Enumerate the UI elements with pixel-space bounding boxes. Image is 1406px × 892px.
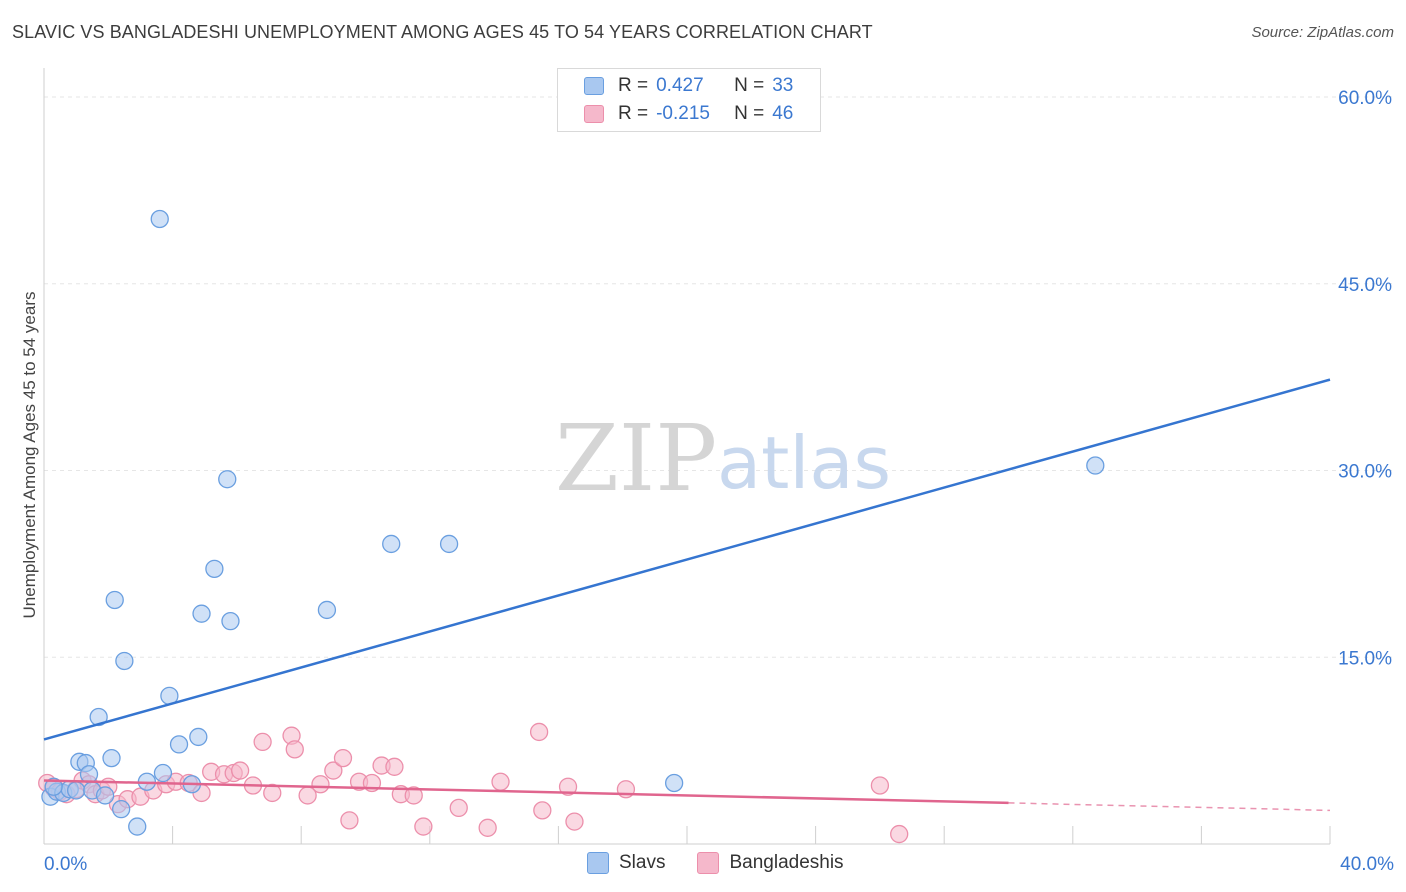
legend-r-value-bangladeshis: -0.215 xyxy=(656,103,710,124)
slavs-point-24 xyxy=(205,559,224,579)
slavs-point-32 xyxy=(44,777,63,796)
legend-n-label: N = xyxy=(734,103,765,124)
bangladeshis-point-45 xyxy=(565,812,584,831)
legend-row-slavs: R = 0.427 N = 33 xyxy=(584,74,793,98)
legend-n-value-bangladeshis: 46 xyxy=(772,103,794,124)
bangladeshis-point-40 xyxy=(478,818,497,837)
y-tick-label-45: 45.0% xyxy=(1338,275,1392,296)
x-tick-label-40: 40.0% xyxy=(1340,854,1394,875)
watermark-atlas: atlas xyxy=(717,421,891,505)
slavs-point-30 xyxy=(664,773,684,793)
legend-r-label: R = xyxy=(618,75,649,96)
series-legend: Slavs Bangladeshis xyxy=(587,852,876,874)
bangladeshis-point-39 xyxy=(449,798,468,818)
bangladeshis-point-21 xyxy=(230,761,250,780)
slavs-point-29 xyxy=(439,534,459,554)
chart-title: SLAVIC VS BANGLADESHI UNEMPLOYMENT AMONG… xyxy=(12,22,873,42)
bangladeshis-point-24 xyxy=(263,783,282,803)
slavs-point-27 xyxy=(317,600,337,620)
bangladeshis-point-37 xyxy=(404,786,423,805)
bangladeshis-point-35 xyxy=(385,757,404,776)
watermark: ZIP atlas xyxy=(555,405,891,512)
slavs-point-13 xyxy=(112,799,131,819)
bangladeshis-point-31 xyxy=(340,811,359,830)
bangladeshis-point-29 xyxy=(324,761,343,780)
tick-labels: 15.0% 30.0% 45.0% 60.0% 0.0% 40.0% xyxy=(44,88,1394,875)
legend-row-bangladeshis: R = -0.215 N = 46 xyxy=(584,102,793,126)
slavs-swatch xyxy=(584,77,604,95)
bangladeshis-point-30 xyxy=(333,748,353,768)
bangladeshis-swatch xyxy=(584,105,604,123)
watermark-zip: ZIP xyxy=(555,405,717,512)
slavs-point-22 xyxy=(189,727,208,747)
slavs-point-23 xyxy=(192,604,211,623)
gridlines xyxy=(44,96,1392,658)
source-credit: Source: ZipAtlas.com xyxy=(1251,24,1394,41)
slavs-legend-swatch xyxy=(587,852,609,874)
stats-legend: R = 0.427 N = 33 R = -0.215 N = 46 xyxy=(557,68,821,132)
y-tick-label-60: 60.0% xyxy=(1338,88,1392,109)
legend-item-bangladeshis: Bangladeshis xyxy=(697,852,844,874)
axes xyxy=(43,68,1331,845)
slavs-point-25 xyxy=(218,470,237,489)
slavs-point-11 xyxy=(102,748,121,768)
slavs-point-31 xyxy=(1086,456,1105,475)
slavs-point-14 xyxy=(115,651,134,671)
slavs-points xyxy=(41,209,1105,836)
trend-lines xyxy=(43,378,1331,812)
legend-r-value-slavs: 0.427 xyxy=(656,75,704,96)
slavs-point-15 xyxy=(128,817,147,836)
bangladeshis-point-44 xyxy=(558,777,578,796)
slavs-point-4 xyxy=(67,781,86,800)
slavs-trend-line xyxy=(43,378,1331,741)
bangladeshis-point-38 xyxy=(414,817,433,836)
legend-r-label: R = xyxy=(618,103,649,124)
y-axis-label: Unemployment Among Ages 45 to 54 years xyxy=(20,291,39,619)
slavs-point-28 xyxy=(382,534,401,554)
bangladeshis-trend-line xyxy=(43,779,1009,805)
y-tick-label-30: 30.0% xyxy=(1338,462,1392,483)
slavs-point-17 xyxy=(150,209,169,229)
legend-item-slavs: Slavs xyxy=(587,852,665,874)
legend-n-label: N = xyxy=(734,75,765,96)
bangladeshis-point-48 xyxy=(890,824,909,844)
bangladeshis-point-23 xyxy=(253,732,272,752)
legend-n-value-slavs: 33 xyxy=(772,75,794,96)
bangladeshis-legend-swatch xyxy=(697,852,720,874)
bangladeshis-point-47 xyxy=(870,776,890,795)
bangladeshis-point-42 xyxy=(533,801,552,820)
slavs-point-10 xyxy=(95,786,115,805)
bangladeshis-point-41 xyxy=(491,772,510,791)
bangladeshis-point-26 xyxy=(285,740,304,759)
bangladeshis-point-28 xyxy=(311,775,330,794)
slavs-point-26 xyxy=(221,611,240,631)
slavs-point-9 xyxy=(89,707,108,727)
bangladeshis-trend-extension xyxy=(1008,802,1331,812)
y-tick-label-15: 15.0% xyxy=(1338,648,1392,669)
slavs-point-20 xyxy=(169,735,189,754)
slavs-point-12 xyxy=(105,590,124,610)
slavs-point-18 xyxy=(153,763,173,783)
x-tick-label-0: 0.0% xyxy=(44,854,87,875)
legend-label-slavs: Slavs xyxy=(619,852,666,873)
bangladeshis-point-43 xyxy=(529,722,549,742)
legend-label-bangladeshis: Bangladeshis xyxy=(729,852,844,873)
